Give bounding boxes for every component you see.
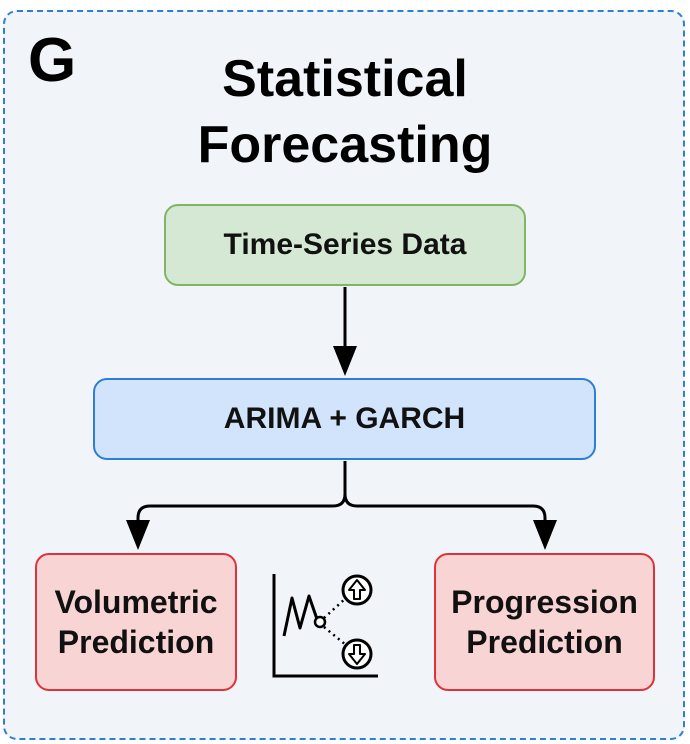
title-line-1: Statistical bbox=[222, 50, 468, 108]
panel-letter: G bbox=[28, 26, 77, 95]
volumetric-prediction-node: Volumetric Prediction bbox=[35, 553, 237, 691]
time-series-data-label: Time-Series Data bbox=[223, 228, 467, 261]
arima-garch-label: ARIMA + GARCH bbox=[223, 402, 466, 435]
diagram-title: Statistical Forecasting bbox=[120, 46, 570, 178]
volumetric-label-line-2: Prediction bbox=[57, 624, 215, 660]
progression-label-line-1: Progression bbox=[451, 584, 638, 620]
time-series-data-node: Time-Series Data bbox=[164, 204, 526, 286]
progression-label-line-2: Prediction bbox=[466, 624, 623, 660]
volumetric-label-line-1: Volumetric bbox=[54, 584, 218, 620]
arima-garch-node: ARIMA + GARCH bbox=[93, 378, 596, 460]
title-line-2: Forecasting bbox=[197, 116, 493, 174]
progression-prediction-node: Progression Prediction bbox=[434, 553, 655, 691]
